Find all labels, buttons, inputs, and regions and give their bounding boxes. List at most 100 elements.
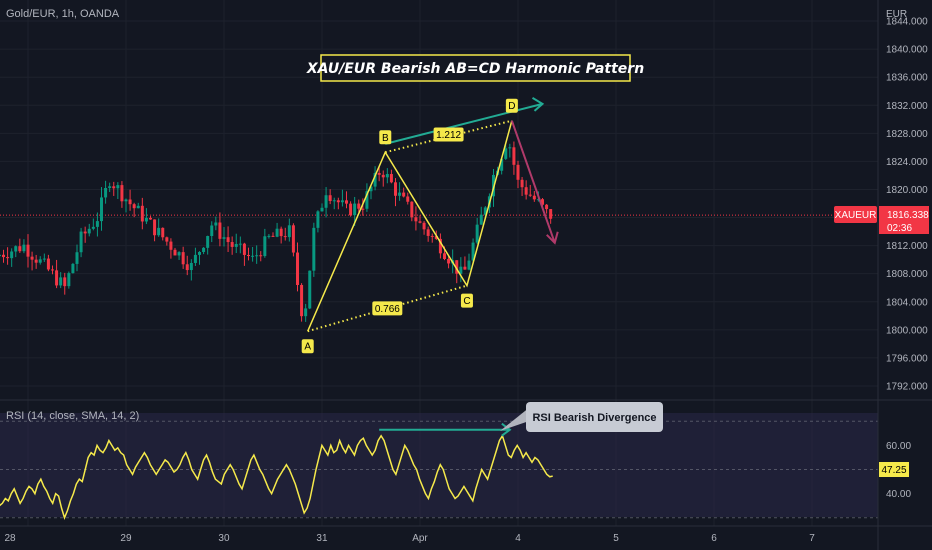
time-tick-label: 30 (218, 533, 230, 544)
candle-body (104, 187, 108, 198)
trendline-arrowhead (531, 97, 545, 112)
candle-body (340, 200, 344, 203)
candle-body (144, 217, 148, 222)
candle-body (14, 246, 18, 252)
candle-body (528, 194, 532, 196)
pattern-title: XAU/EUR Bearish AB=CD Harmonic Pattern (306, 61, 644, 77)
rsi-divergence-callout[interactable]: RSI Bearish Divergence (500, 402, 663, 432)
candle-body (173, 249, 177, 256)
candle-body (475, 224, 479, 243)
candle-body (22, 244, 26, 252)
candle-body (230, 242, 234, 247)
rsi-indicator-label[interactable]: RSI (14, close, SMA, 14, 2) (6, 410, 139, 422)
candle-body (393, 182, 397, 196)
candle-body (185, 264, 189, 271)
candle-body (402, 192, 406, 197)
candle-body (316, 211, 320, 228)
candle-body (410, 201, 414, 218)
candle-body (328, 195, 332, 201)
candle-body (324, 195, 328, 208)
candle-body (10, 251, 14, 259)
candle-body (357, 203, 361, 209)
candle-body (55, 270, 59, 286)
point-label-text: D (508, 101, 515, 112)
callout-pointer (500, 407, 532, 431)
point-label-text: A (304, 342, 311, 353)
time-tick-label: 29 (120, 533, 132, 544)
rsi-badge-value: 47.25 (881, 465, 906, 476)
candle-body (291, 225, 295, 253)
time-tick-label: 31 (316, 533, 328, 544)
candle-body (242, 243, 246, 255)
candle-body (520, 179, 524, 188)
candle-body (177, 252, 181, 256)
projection-arrowhead (546, 231, 559, 245)
ratio-bd-badge-text: 1.212 (436, 130, 461, 141)
pattern-point-b[interactable]: B (379, 130, 392, 145)
symbol-title[interactable]: Gold/EUR, 1h, OANDA (6, 8, 120, 20)
candle-body (202, 247, 206, 252)
candle-body (124, 199, 128, 202)
candle-body (369, 186, 373, 192)
candle-countdown: 02:36 (887, 223, 912, 234)
time-tick-label: Apr (412, 533, 428, 544)
candle-body (112, 186, 116, 189)
candle-body (279, 228, 283, 237)
candle-body (140, 205, 144, 222)
point-label-bg (505, 98, 518, 113)
time-axis[interactable]: 28 29 30 31 Apr 4 5 6 7 (4, 533, 815, 544)
candle-body (226, 237, 230, 243)
rsi-tick-label: 40.00 (886, 489, 911, 500)
candle-body (332, 200, 336, 202)
price-tick-label: 1836.000 (886, 73, 928, 84)
pattern-point-a[interactable]: A (301, 339, 314, 354)
rsi-series[interactable] (0, 422, 553, 520)
candle-body (271, 235, 275, 237)
title-box (320, 54, 631, 82)
price-badge: XAUEUR 1816.338 02:36 (834, 206, 929, 234)
candle-body (430, 235, 434, 237)
pattern-point-d[interactable]: D (505, 98, 518, 113)
candle-body (30, 256, 34, 260)
price-tick-label: 1844.000 (886, 17, 928, 28)
candle-body (385, 174, 389, 178)
price-tick-label: 1800.000 (886, 325, 928, 336)
candle-body (50, 269, 54, 271)
rsi-axis[interactable]: 60.00 40.00 (886, 441, 911, 500)
candlestick-series[interactable] (0, 141, 553, 322)
candle-body (312, 227, 316, 271)
harmonic-pattern[interactable]: A B C D 1.212 0.766 (301, 97, 559, 354)
candle-body (116, 185, 120, 189)
point-label-bg (301, 339, 314, 354)
candle-body (99, 197, 103, 222)
candle-body (349, 203, 353, 216)
abcd-leg-path (307, 120, 513, 332)
candle-body (136, 205, 140, 209)
candle-body (210, 225, 214, 237)
ratio-bd-badge[interactable]: 1.212 (433, 127, 464, 142)
pattern-point-c[interactable]: C (460, 293, 473, 308)
ratio-ac-badge[interactable]: 0.766 (372, 301, 403, 316)
price-tick-label: 1812.000 (886, 241, 928, 252)
price-tick-label: 1828.000 (886, 129, 928, 140)
candle-body (214, 222, 218, 226)
candle-body (353, 203, 357, 216)
candle-body (120, 185, 124, 202)
candle-body (549, 209, 553, 219)
candle-body (516, 164, 520, 180)
candle-body (418, 221, 422, 223)
candle-body (344, 200, 348, 204)
rsi-band-fill (0, 413, 878, 517)
ratio-ac-badge-bg (372, 301, 403, 316)
price-axis[interactable]: 1844.000 1840.000 1836.000 1832.000 1828.000… (886, 17, 928, 393)
price-tick-label: 1792.000 (886, 381, 928, 392)
candle-body (246, 254, 250, 256)
price-tick-label: 1796.000 (886, 353, 928, 364)
candle-body (234, 243, 238, 247)
time-tick-label: 6 (711, 533, 717, 544)
candle-body (414, 217, 418, 222)
rsi-tick-label: 60.00 (886, 441, 911, 452)
time-tick-label: 28 (4, 533, 16, 544)
candle-body (438, 238, 442, 254)
